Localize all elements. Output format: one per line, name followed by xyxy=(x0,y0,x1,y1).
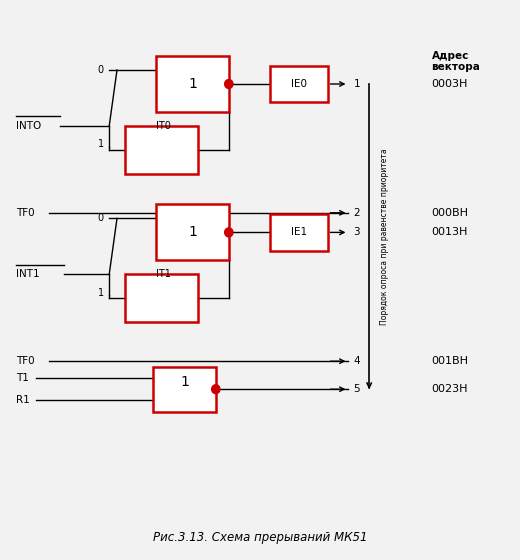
Text: Адрес
вектора: Адрес вектора xyxy=(432,51,480,72)
Text: 001ВН: 001ВН xyxy=(432,356,469,366)
Text: IE1: IE1 xyxy=(291,227,307,237)
Text: 5: 5 xyxy=(354,384,360,394)
Text: 0: 0 xyxy=(98,213,104,223)
Bar xyxy=(156,204,229,260)
Circle shape xyxy=(212,385,220,394)
Text: Порядок опроса при равенстве приоритета: Порядок опроса при равенстве приоритета xyxy=(380,148,388,325)
Text: INTO: INTO xyxy=(16,121,41,131)
Text: TF0: TF0 xyxy=(16,208,34,218)
Text: 1: 1 xyxy=(98,288,104,297)
Text: IE0: IE0 xyxy=(291,79,307,89)
Text: 2: 2 xyxy=(354,208,360,218)
Text: IT0: IT0 xyxy=(156,121,171,131)
Text: 0003Н: 0003Н xyxy=(432,79,468,89)
Text: 1: 1 xyxy=(180,375,189,390)
Text: 0013Н: 0013Н xyxy=(432,227,468,237)
Text: 1: 1 xyxy=(188,77,197,91)
Text: T1: T1 xyxy=(16,373,29,383)
Text: 000ВН: 000ВН xyxy=(432,208,469,218)
Bar xyxy=(125,274,198,322)
Circle shape xyxy=(225,80,233,88)
Text: 3: 3 xyxy=(354,227,360,237)
Text: 1: 1 xyxy=(354,79,360,89)
Text: INT1: INT1 xyxy=(16,269,39,279)
Circle shape xyxy=(225,228,233,237)
Text: 0023Н: 0023Н xyxy=(432,384,468,394)
Text: IT1: IT1 xyxy=(156,269,171,279)
Bar xyxy=(156,56,229,112)
Text: 1: 1 xyxy=(98,139,104,149)
Bar xyxy=(153,367,216,412)
Text: R1: R1 xyxy=(16,395,29,405)
Bar xyxy=(270,214,328,251)
Text: 0: 0 xyxy=(98,65,104,75)
Text: 1: 1 xyxy=(188,225,197,240)
Text: TF0: TF0 xyxy=(16,356,34,366)
Text: 4: 4 xyxy=(354,356,360,366)
Text: Рис.3.13. Схема прерываний МК51: Рис.3.13. Схема прерываний МК51 xyxy=(153,531,367,544)
Bar xyxy=(270,66,328,102)
Bar xyxy=(125,126,198,174)
